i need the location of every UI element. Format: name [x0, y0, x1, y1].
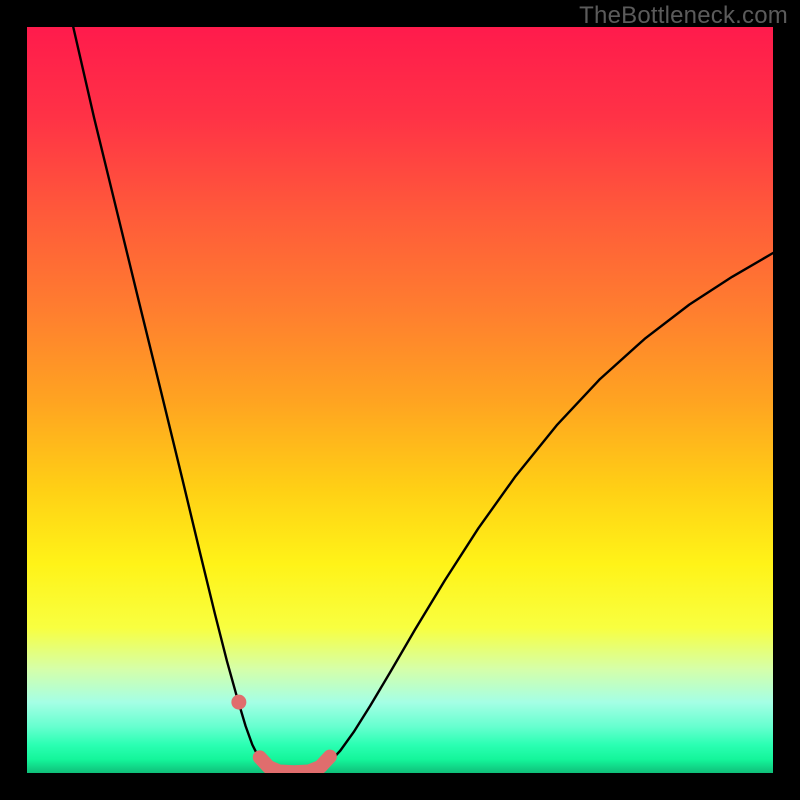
marker-dots [231, 695, 246, 710]
chart-svg [27, 27, 773, 773]
plot-area [27, 27, 773, 773]
chart-stage: TheBottleneck.com [0, 0, 800, 800]
gradient-background [27, 27, 773, 773]
marker-dot [231, 695, 246, 710]
watermark-label: TheBottleneck.com [579, 2, 788, 30]
